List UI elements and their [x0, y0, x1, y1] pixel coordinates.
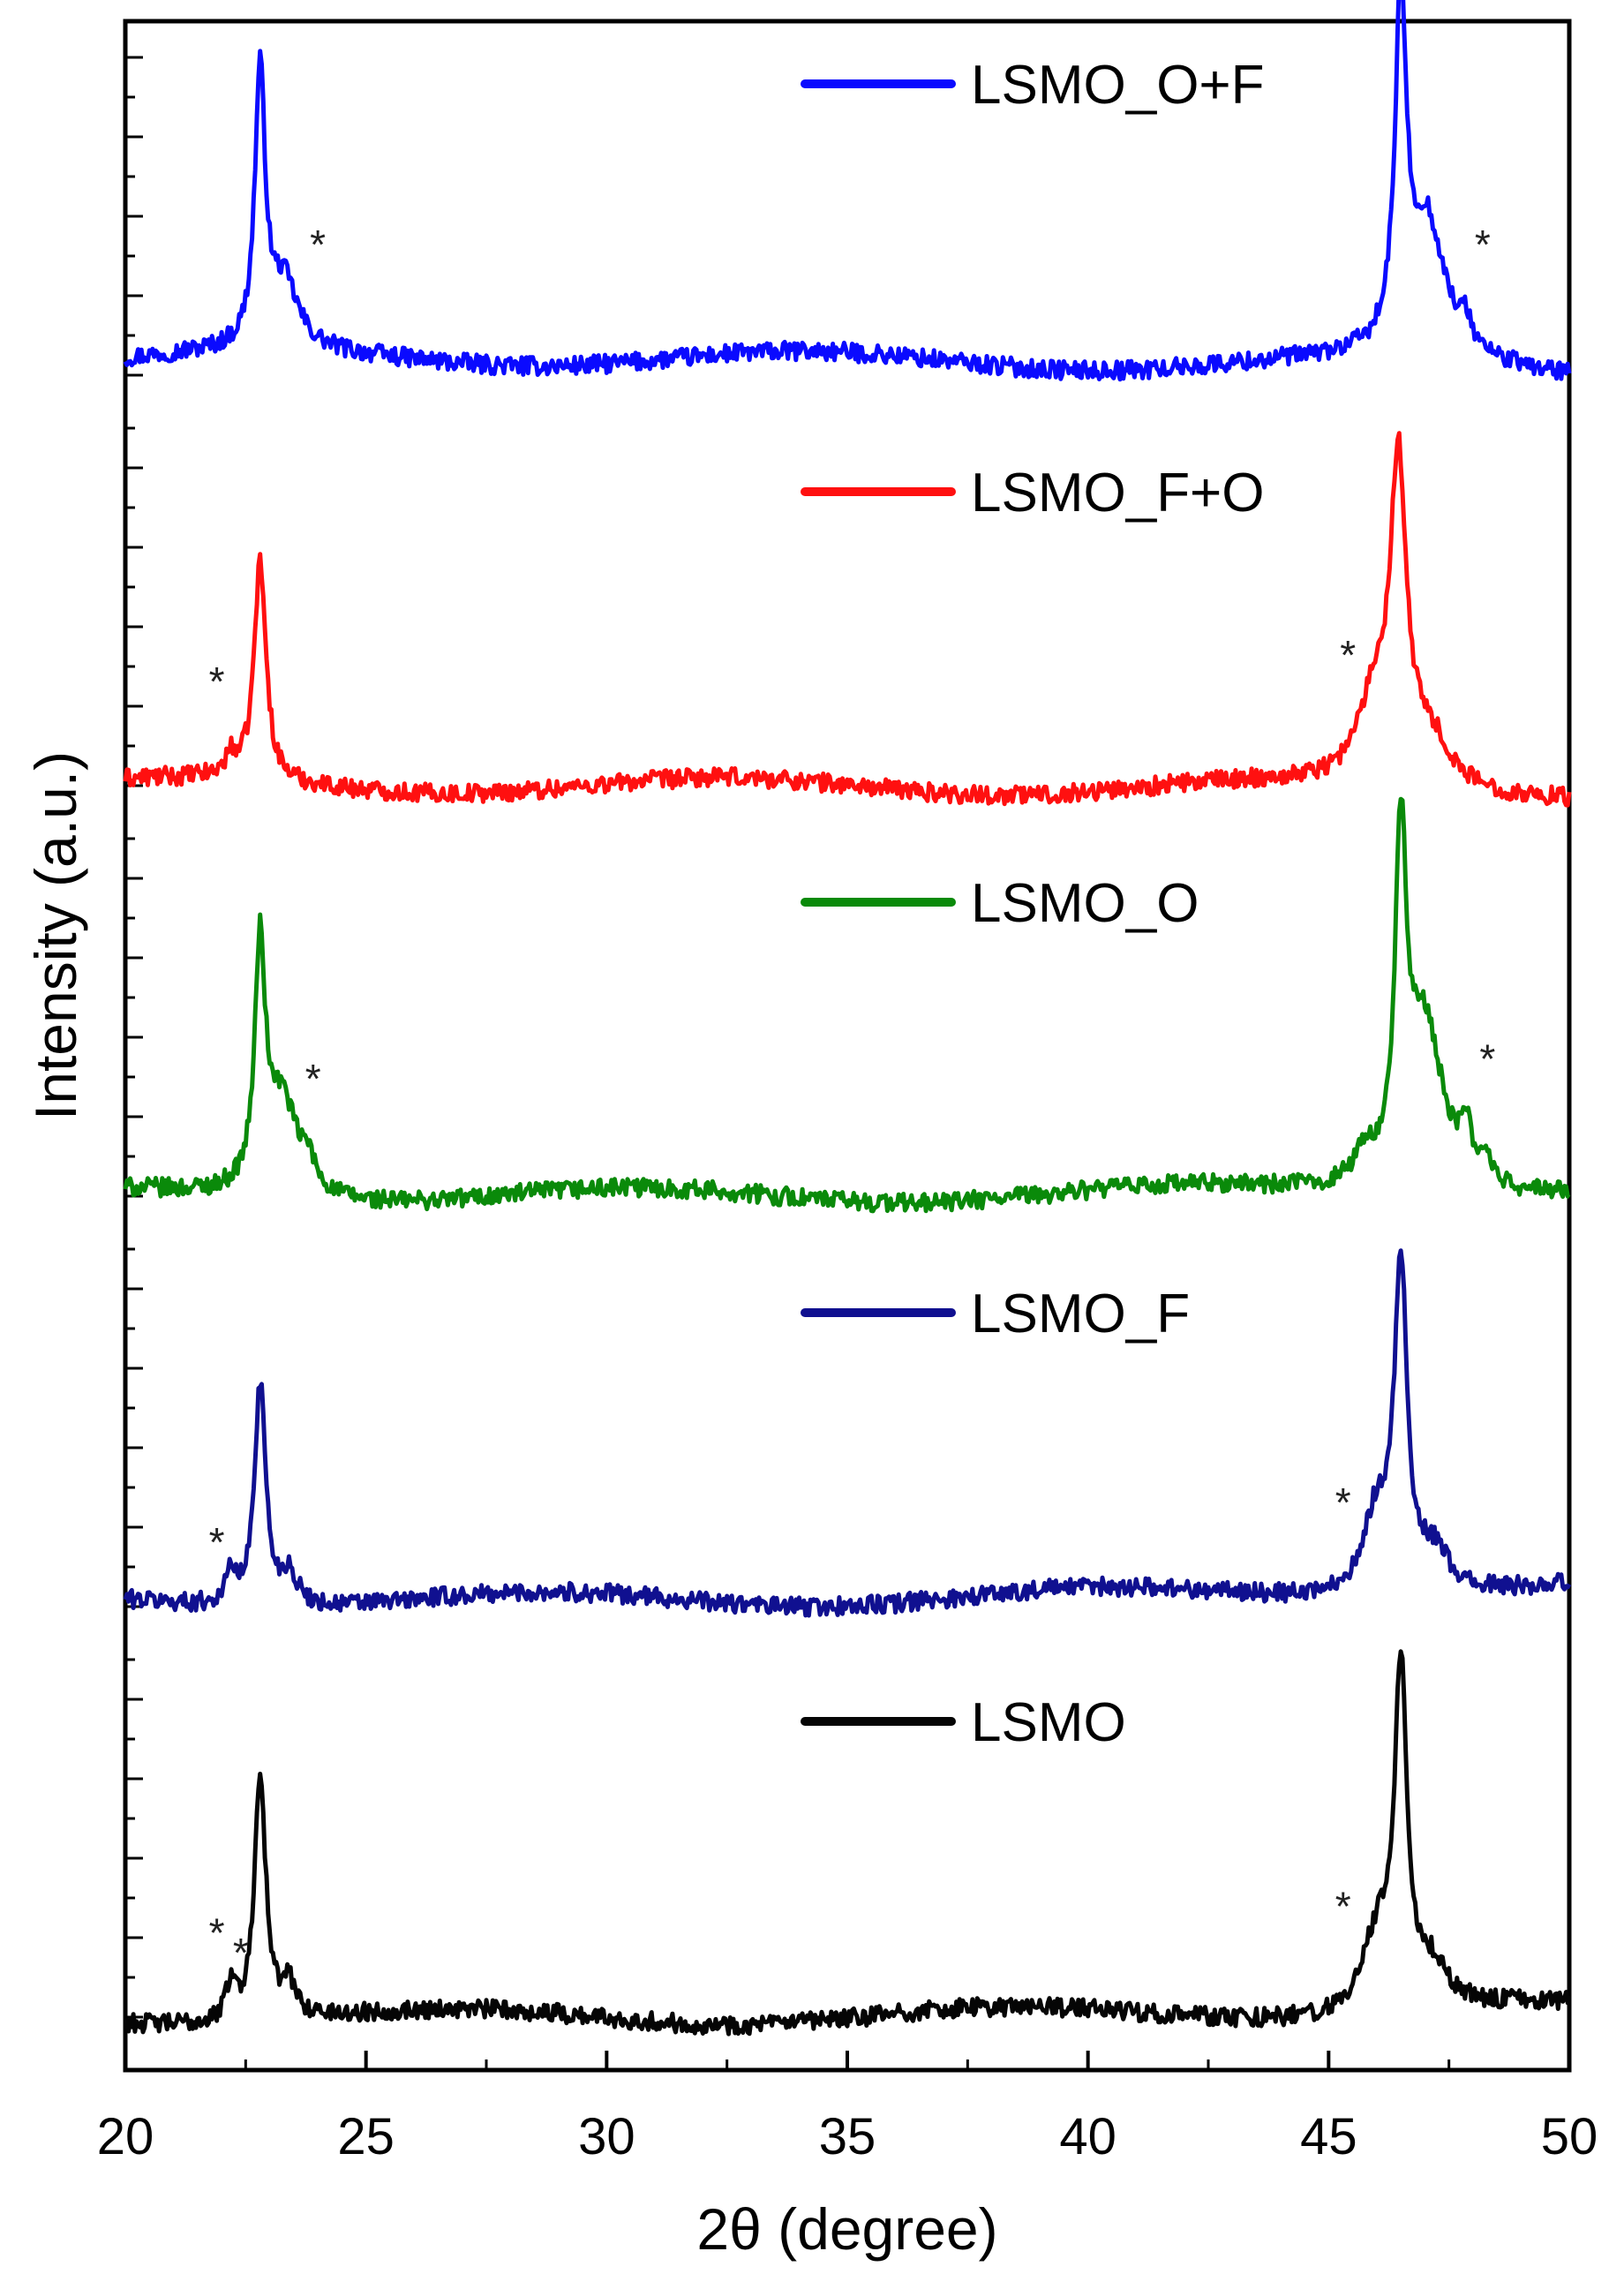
- legend: LSMO_O+F LSMO_F+O LSMO_O LSMO_F LSMO: [801, 55, 1265, 1753]
- x-tick-label: 40: [1059, 2108, 1116, 2165]
- peak-marker: *: [1335, 1884, 1351, 1930]
- x-tick-label: 50: [1541, 2108, 1598, 2165]
- legend-label: LSMO_F: [971, 1284, 1190, 1344]
- peak-marker: *: [209, 659, 225, 704]
- peak-marker: *: [305, 1056, 321, 1102]
- legend-label: LSMO: [971, 1692, 1126, 1753]
- legend-label: LSMO_F+O: [971, 463, 1265, 523]
- plot-frame: [123, 19, 1572, 2073]
- peak-marker: *: [1340, 632, 1356, 678]
- peak-marker: *: [233, 1930, 249, 1976]
- x-tick-label: 35: [819, 2108, 876, 2165]
- legend-label: LSMO_O+F: [971, 55, 1265, 116]
- peak-marker: *: [1475, 222, 1491, 267]
- y-axis-title: Intensity (a.u.): [23, 751, 88, 1120]
- x-tick-label: 45: [1300, 2108, 1357, 2165]
- peak-marker: *: [1335, 1480, 1351, 1525]
- x-axis-ticks: 20 25 30 35 40 45 50: [97, 2051, 1598, 2165]
- peak-marker: *: [209, 1519, 225, 1565]
- x-tick-label: 20: [97, 2108, 154, 2165]
- spectra: [123, 0, 1572, 2037]
- spectrum-line-lsmo-f: [123, 1248, 1572, 1618]
- x-axis-title: 2θ (degree): [696, 2196, 997, 2262]
- peak-marker: *: [209, 1910, 225, 1956]
- peak-markers: * **** **** **: [209, 222, 1496, 1976]
- spectrum-line-lsmo-o: [123, 796, 1571, 1214]
- x-tick-label: 25: [337, 2108, 395, 2165]
- spectrum-line-lsmo-f-o: [123, 431, 1572, 808]
- legend-label: LSMO_O: [971, 873, 1199, 934]
- peak-marker: *: [310, 222, 326, 267]
- peak-marker: *: [1479, 1036, 1495, 1082]
- spectrum-line-lsmo: [123, 1649, 1572, 2037]
- x-tick-label: 30: [578, 2108, 635, 2165]
- spectrum-line-lsmo-o-f: [123, 0, 1572, 382]
- y-axis-ticks: [125, 56, 143, 2019]
